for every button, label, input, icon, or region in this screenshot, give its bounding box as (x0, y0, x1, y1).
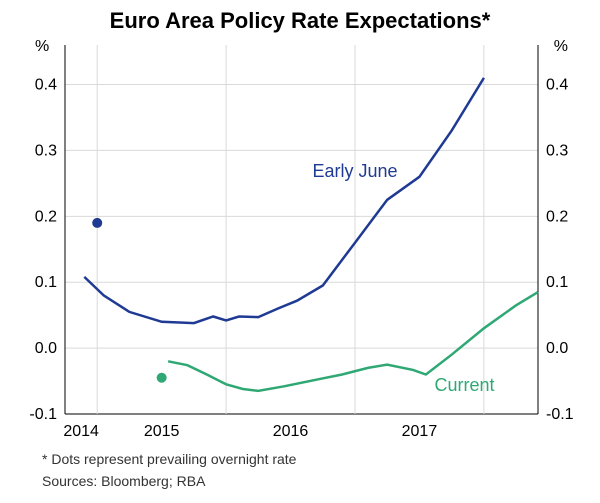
unit-right: % (554, 38, 568, 55)
footnote: * Dots represent prevailing overnight ra… (42, 451, 297, 467)
xtick-label: 2015 (144, 423, 180, 440)
ytick-left: 0.1 (35, 274, 57, 291)
xtick-label: 2016 (273, 423, 309, 440)
ytick-left: 0.0 (35, 340, 57, 357)
series-dot-early-june (92, 218, 102, 228)
ytick-right: 0.0 (546, 340, 568, 357)
ytick-left: -0.1 (29, 406, 57, 423)
ytick-left: 0.3 (35, 142, 57, 159)
unit-left: % (35, 38, 49, 55)
chart-title: Euro Area Policy Rate Expectations* (110, 8, 491, 33)
series-label-early-june: Early June (312, 161, 397, 181)
xtick-label: 2014 (63, 423, 99, 440)
ytick-left: 0.4 (35, 77, 57, 94)
series-dot-current (157, 373, 167, 383)
ytick-right: 0.4 (546, 77, 568, 94)
chart-container: { "chart": { "type": "line", "width": 60… (0, 0, 600, 503)
series-label-current: Current (435, 375, 495, 395)
ytick-right: 0.3 (546, 142, 568, 159)
ytick-right: 0.2 (546, 208, 568, 225)
sources: Sources: Bloomberg; RBA (42, 473, 206, 489)
chart-svg: Euro Area Policy Rate Expectations* -0.1 -… (0, 0, 600, 503)
ytick-right: 0.1 (546, 274, 568, 291)
ytick-left: 0.2 (35, 208, 57, 225)
xtick-label: 2017 (402, 423, 438, 440)
ytick-right: -0.1 (546, 406, 574, 423)
